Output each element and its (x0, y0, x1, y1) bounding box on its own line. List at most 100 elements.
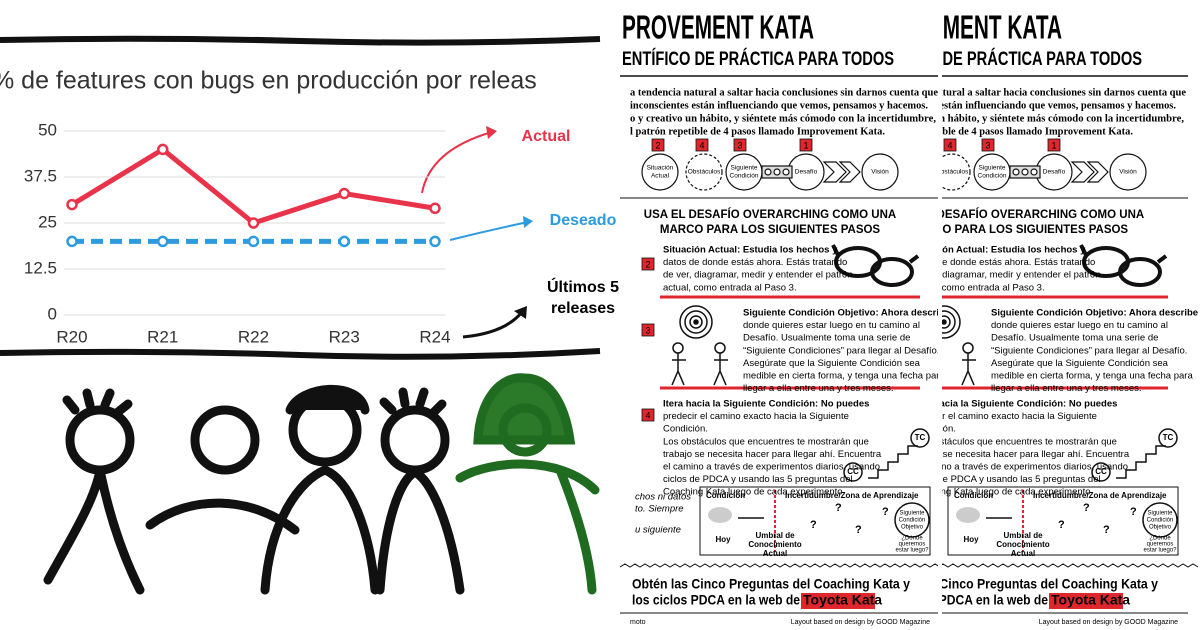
step-number: 4 (645, 410, 650, 420)
intro: inconscientes están influenciando que ve… (630, 100, 928, 112)
step-text: “Siguiente Condiciones” para llegar al D… (743, 345, 939, 356)
target: Condición (899, 518, 926, 524)
badge: CC (847, 467, 859, 476)
x-tick-label: R22 (238, 327, 269, 346)
poster-title: PROVEMENT KATA (870, 9, 1062, 46)
series-label: Actual (522, 128, 571, 145)
stage: Obstáculos (936, 169, 969, 176)
step-number: 4 (947, 140, 952, 150)
step-text: Asegúrate que la Siguiente Condición sea (743, 358, 921, 369)
poster: PROVEMENT KATA ENTÍFICO DE PRÁCTICA PARA… (870, 0, 1199, 630)
chart-title: % de features con bugs en producción por… (0, 67, 537, 95)
step-number: 1 (1051, 140, 1056, 150)
chart: % de features con bugs en producción por… (0, 35, 619, 360)
intro: a tendencia natural a saltar hacia concl… (630, 87, 938, 99)
heading: USA EL DESAFÍO OVERARCHING COMO UNA (892, 208, 1144, 221)
step-text: Asegúrate que la Siguiente Condición sea (991, 358, 1169, 369)
stage: Visión (1119, 169, 1137, 176)
step-text: Itera hacia la Siguiente Condición: No p… (663, 399, 869, 410)
box-label: Umbral de (755, 531, 795, 540)
step-text: Desafío. Usualmente toma una serie de (743, 333, 910, 344)
step-text: predecir el camino exacto hacia la Sigui… (911, 411, 1097, 422)
link[interactable]: Toyota Kata (803, 592, 882, 608)
box-label: Condición (954, 491, 993, 500)
step-text: medible en cierta forma, y tenga una fec… (991, 371, 1193, 382)
badge: TC (1163, 433, 1174, 442)
point (66, 198, 78, 211)
illustration (43, 373, 600, 595)
question-mark: ? (1058, 519, 1065, 531)
poster-subtitle: ENTÍFICO DE PRÁCTICA PARA TODOS (622, 48, 894, 70)
point (66, 235, 78, 248)
arrow-head (514, 306, 527, 319)
box-label: Conocimiento (996, 540, 1049, 549)
question-mark: ? (855, 524, 862, 536)
badge: TC (915, 433, 926, 442)
arrow (462, 311, 524, 339)
question-mark: ? (882, 506, 889, 518)
step-text: Siguiente Condición Objetivo: Ahora desc… (991, 308, 1198, 319)
step-text: ciclos de PDCA y usando las 5 preguntas … (663, 474, 853, 485)
step-text: donde quieres estar luego en tu camino a… (991, 320, 1168, 331)
cta: Obtén las Cinco Preguntas del Coaching K… (880, 576, 1158, 592)
box-label: Umbral de (1003, 531, 1043, 540)
stage: Obstáculos (688, 169, 721, 176)
step-text: de ver, diagramar, medir y entender el p… (911, 270, 1101, 281)
question: estar luego? (895, 548, 929, 554)
step-text: datos de donde estás ahora. Estás tratan… (911, 257, 1095, 268)
arrow (421, 131, 493, 194)
step-text: trabajo se necesita hacer para llegar ah… (663, 449, 882, 460)
point (429, 235, 441, 248)
step-text: de ver, diagramar, medir y entender el p… (663, 270, 853, 281)
step-number: 3 (985, 140, 990, 150)
question-mark: ? (1103, 524, 1110, 536)
y-tick-label: 25 (38, 212, 57, 231)
badge: CC (1095, 467, 1107, 476)
series-label: Deseado (550, 212, 617, 229)
target: Siguiente (899, 511, 925, 517)
question: ¿Dónde (901, 536, 923, 542)
question: estar luego? (1143, 548, 1177, 554)
point (429, 202, 441, 215)
step-text: Siguiente Condición Objetivo: Ahora desc… (743, 308, 950, 319)
link[interactable]: Toyota Kata (1051, 592, 1130, 608)
poster-copy: PROVEMENT KATA ENTÍFICO DE PRÁCTICA PARA… (620, 0, 950, 630)
annotation: releases (551, 300, 615, 317)
intro: l patrón repetible de 4 pasos llamado Im… (630, 126, 885, 138)
stage: Condición (730, 173, 759, 180)
step-text: el camino a través de experimentos diari… (663, 462, 880, 473)
step-text: datos de donde estás ahora. Estás tratan… (663, 257, 847, 268)
box-label: Incertidumbre/Zona de Aprendizaje (785, 491, 919, 500)
step-text: donde quieres estar luego en tu camino a… (743, 320, 920, 331)
side-text: chos ni datos (635, 492, 691, 503)
question-mark: ? (810, 519, 817, 531)
cta: Obtén las Cinco Preguntas del Coaching K… (632, 576, 910, 592)
point (157, 235, 169, 248)
point (247, 217, 260, 229)
heading: MARCO PARA LOS SIGUIENTES PASOS (660, 224, 881, 236)
stage: Desafío (795, 169, 818, 176)
step-text: Situación Actual: Estudia los hechos y (663, 245, 838, 256)
step-text: Desafío. Usualmente toma una serie de (991, 333, 1158, 344)
step-text: el camino a través de experimentos diari… (911, 462, 1128, 473)
footer: Layout based on design by GOOD Magazine (1039, 619, 1178, 626)
step-text: Coaching Kata luego de cada experimento. (663, 487, 845, 498)
poster-title: PROVEMENT KATA (622, 9, 814, 46)
box-label: Actual (763, 549, 787, 558)
question: ¿Dónde (1149, 536, 1171, 542)
box-label: Incertidumbre/Zona de Aprendizaje (1033, 491, 1167, 500)
divider (0, 348, 601, 360)
box-label: Conocimiento (748, 540, 801, 549)
step-text: Condición. (663, 424, 708, 435)
arrow (449, 221, 529, 241)
arrow-head (486, 126, 497, 139)
stage: Siguiente (978, 165, 1005, 172)
box-label: Condición (706, 491, 745, 500)
stage: Situación (647, 165, 674, 172)
poster: PROVEMENT KATA ENTÍFICO DE PRÁCTICA PARA… (620, 0, 950, 630)
step-text: llegar a ella entre una y tres meses. (743, 383, 894, 394)
question-mark: ? (1130, 506, 1137, 518)
step-text: Los obstáculos que encuentres te mostrar… (663, 436, 869, 447)
step-text: Condición. (911, 424, 956, 435)
